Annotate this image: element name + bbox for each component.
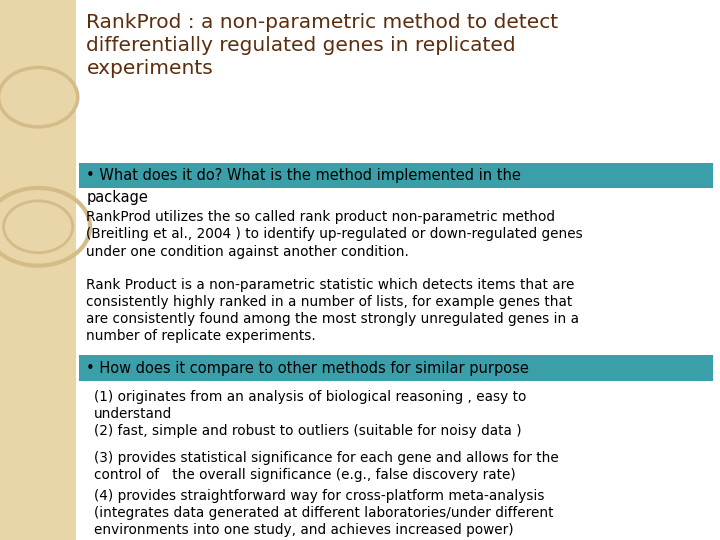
Text: (2) fast, simple and robust to outliers (suitable for noisy data ): (2) fast, simple and robust to outliers … [94,424,521,438]
Text: package: package [86,190,148,205]
Text: (1) originates from an analysis of biological reasoning , easy to
understand: (1) originates from an analysis of biolo… [94,390,526,421]
Text: • How does it compare to other methods for similar purpose: • How does it compare to other methods f… [86,361,529,375]
Bar [79,355,713,381]
Bar [79,163,713,188]
Text: RankProd : a non-parametric method to detect
differentially regulated genes in r: RankProd : a non-parametric method to de… [86,14,559,78]
Bar [0,0,76,540]
Text: Rank Product is a non-parametric statistic which detects items that are
consiste: Rank Product is a non-parametric statist… [86,278,580,343]
Text: (3) provides statistical significance for each gene and allows for the
control o: (3) provides statistical significance fo… [94,451,558,482]
Text: (4) provides straightforward way for cross-platform meta-analysis
(integrates da: (4) provides straightforward way for cro… [94,489,553,537]
Text: • What does it do? What is the method implemented in the: • What does it do? What is the method im… [86,168,521,183]
Text: RankProd utilizes the so called rank product non-parametric method
(Breitling et: RankProd utilizes the so called rank pro… [86,210,583,259]
